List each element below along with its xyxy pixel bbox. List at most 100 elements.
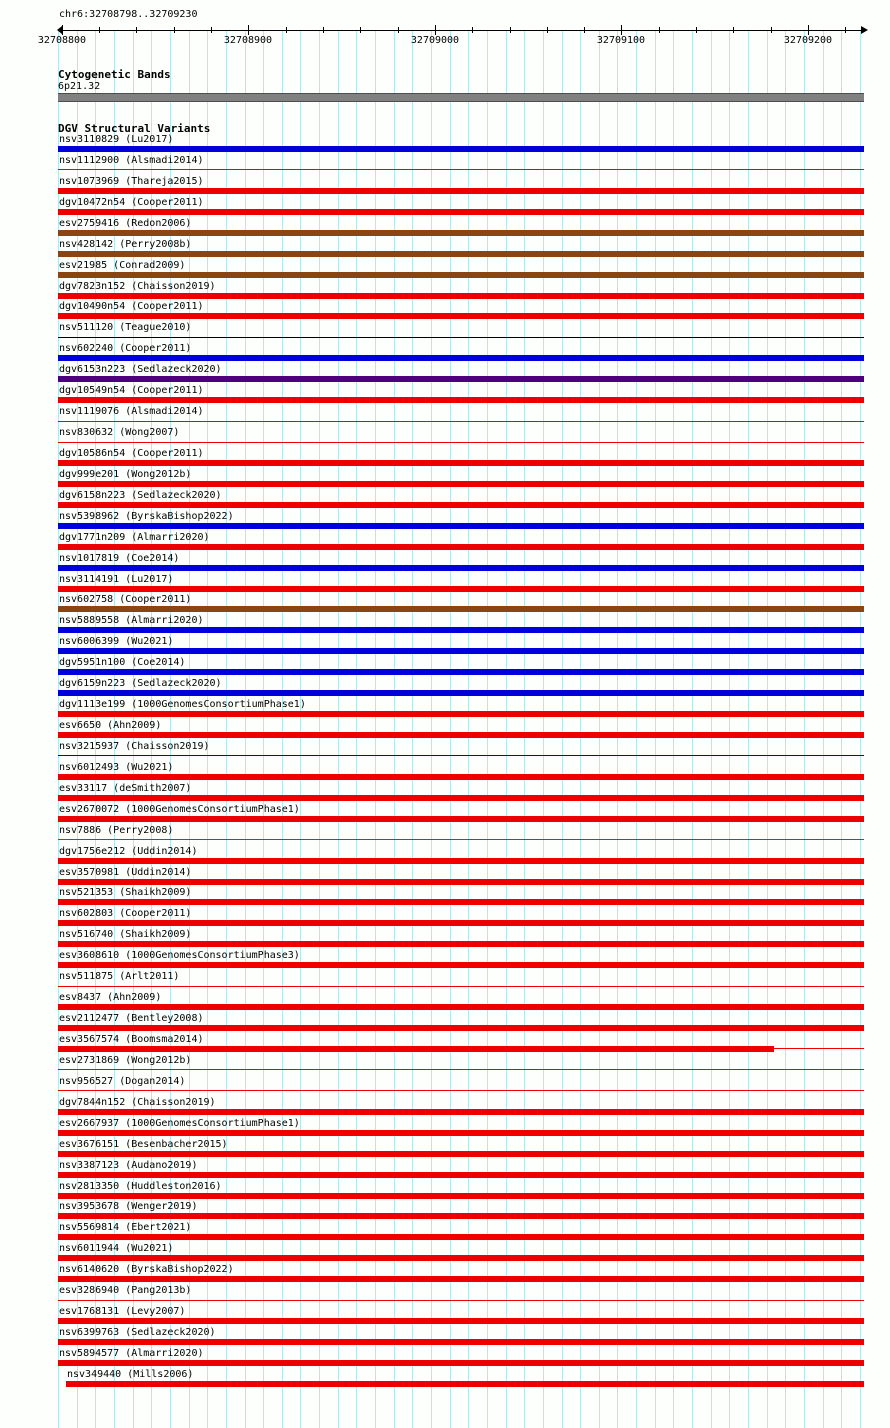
variant-track-row[interactable]: esv3567574 (Boomsma2014) xyxy=(0,1034,890,1055)
variant-track-row[interactable]: nsv3953678 (Wenger2019) xyxy=(0,1201,890,1222)
variant-bar[interactable] xyxy=(58,962,864,969)
variant-bar[interactable] xyxy=(58,1069,864,1071)
variant-track-row[interactable]: esv6650 (Ahn2009) xyxy=(0,720,890,741)
variant-bar[interactable] xyxy=(58,732,864,739)
variant-bar[interactable] xyxy=(58,1213,864,1220)
variant-bar[interactable] xyxy=(58,1299,864,1301)
variant-bar[interactable] xyxy=(58,669,864,676)
variant-track-row[interactable]: esv2112477 (Bentley2008) xyxy=(0,1013,890,1034)
variant-track-row[interactable]: dgv1113e199 (1000GenomesConsortiumPhase1… xyxy=(0,699,890,720)
variant-track-row[interactable]: nsv349440 (Mills2006) xyxy=(0,1369,890,1390)
variant-track-row[interactable]: esv33117 (deSmith2007) xyxy=(0,783,890,804)
variant-bar[interactable] xyxy=(58,1108,864,1115)
variant-bar[interactable] xyxy=(58,1192,864,1199)
variant-bar[interactable] xyxy=(58,397,864,404)
variant-bar[interactable] xyxy=(58,336,864,338)
variant-track-row[interactable]: esv3570981 (Uddin2014) xyxy=(0,867,890,888)
variant-track-row[interactable]: dgv10472n54 (Cooper2011) xyxy=(0,197,890,218)
variant-track-row[interactable]: dgv6158n223 (Sedlazeck2020) xyxy=(0,490,890,511)
variant-track-row[interactable]: nsv1073969 (Thareja2015) xyxy=(0,176,890,197)
variant-track-row[interactable]: nsv5889558 (Almarri2020) xyxy=(0,615,890,636)
variant-track-row[interactable]: esv2731869 (Wong2012b) xyxy=(0,1055,890,1076)
variant-bar[interactable] xyxy=(58,899,864,906)
variant-bar[interactable] xyxy=(58,1171,864,1178)
variant-track-row[interactable]: nsv602240 (Cooper2011) xyxy=(0,343,890,364)
variant-bar[interactable] xyxy=(58,755,864,757)
variant-bar[interactable] xyxy=(58,271,864,278)
variant-bar[interactable] xyxy=(58,1276,864,1283)
variant-bar[interactable] xyxy=(58,985,864,987)
variant-bar[interactable] xyxy=(58,711,864,718)
variant-bar[interactable] xyxy=(58,187,864,194)
variant-track-row[interactable]: esv1768131 (Levy2007) xyxy=(0,1306,890,1327)
variant-bar[interactable] xyxy=(58,1090,864,1092)
variant-track-row[interactable]: nsv6012493 (Wu2021) xyxy=(0,762,890,783)
variant-track-row[interactable]: dgv7823n152 (Chaisson2019) xyxy=(0,281,890,302)
variant-bar[interactable] xyxy=(58,501,864,508)
variant-bar[interactable] xyxy=(58,313,864,320)
variant-track-row[interactable]: esv2667937 (1000GenomesConsortiumPhase1) xyxy=(0,1118,890,1139)
variant-bar[interactable] xyxy=(58,1255,864,1262)
variant-track-row[interactable]: dgv1771n209 (Almarri2020) xyxy=(0,532,890,553)
variant-track-row[interactable]: nsv521353 (Shaikh2009) xyxy=(0,887,890,908)
variant-bar[interactable] xyxy=(58,1025,864,1032)
variant-track-row[interactable]: dgv1756e212 (Uddin2014) xyxy=(0,846,890,867)
variant-track-row[interactable]: nsv511120 (Teague2010) xyxy=(0,322,890,343)
variant-bar[interactable] xyxy=(58,1234,864,1241)
variant-bar[interactable] xyxy=(58,773,864,780)
variant-track-row[interactable]: esv8437 (Ahn2009) xyxy=(0,992,890,1013)
variant-track-row[interactable]: nsv516740 (Shaikh2009) xyxy=(0,929,890,950)
variant-track-row[interactable]: esv2670072 (1000GenomesConsortiumPhase1) xyxy=(0,804,890,825)
variant-bar[interactable] xyxy=(58,1129,864,1136)
variant-bar[interactable] xyxy=(58,815,864,822)
variant-bar[interactable] xyxy=(58,543,864,550)
variant-bar[interactable] xyxy=(58,564,864,571)
variant-bar[interactable] xyxy=(58,606,864,613)
variant-track-row[interactable]: dgv10490n54 (Cooper2011) xyxy=(0,301,890,322)
variant-bar[interactable] xyxy=(58,480,864,487)
variant-bar[interactable] xyxy=(58,1004,864,1011)
variant-bar[interactable] xyxy=(58,169,864,171)
variant-bar[interactable] xyxy=(58,1045,774,1052)
variant-bar[interactable] xyxy=(58,920,864,927)
variant-bar[interactable] xyxy=(58,441,864,443)
variant-bar[interactable] xyxy=(58,376,864,383)
variant-track-row[interactable]: dgv10549n54 (Cooper2011) xyxy=(0,385,890,406)
variant-track-row[interactable]: nsv3215937 (Chaisson2019) xyxy=(0,741,890,762)
variant-track-row[interactable]: nsv830632 (Wong2007) xyxy=(0,427,890,448)
variant-track-row[interactable]: nsv428142 (Perry2008b) xyxy=(0,239,890,260)
variant-track-row[interactable]: nsv2813350 (Huddleston2016) xyxy=(0,1181,890,1202)
variant-track-row[interactable]: nsv5569814 (Ebert2021) xyxy=(0,1222,890,1243)
variant-bar[interactable] xyxy=(58,839,864,841)
variant-bar[interactable] xyxy=(58,648,864,655)
variant-bar[interactable] xyxy=(58,208,864,215)
variant-track-row[interactable]: esv21985 (Conrad2009) xyxy=(0,260,890,281)
variant-track-row[interactable]: nsv3110829 (Lu2017) xyxy=(0,134,890,155)
cytoband-bar[interactable] xyxy=(58,93,864,102)
variant-track-row[interactable]: esv3286940 (Pang2013b) xyxy=(0,1285,890,1306)
variant-track-row[interactable]: nsv6006399 (Wu2021) xyxy=(0,636,890,657)
variant-bar[interactable] xyxy=(58,857,864,864)
variant-track-row[interactable]: dgv6153n223 (Sedlazeck2020) xyxy=(0,364,890,385)
variant-track-row[interactable]: nsv602758 (Cooper2011) xyxy=(0,594,890,615)
variant-track-row[interactable]: nsv6140620 (ByrskaBishop2022) xyxy=(0,1264,890,1285)
variant-track-row[interactable]: nsv511875 (Arlt2011) xyxy=(0,971,890,992)
variant-bar[interactable] xyxy=(58,794,864,801)
variant-bar[interactable] xyxy=(58,1359,864,1366)
variant-bar[interactable] xyxy=(58,250,864,257)
variant-bar[interactable] xyxy=(58,878,864,885)
variant-bar[interactable] xyxy=(58,292,864,299)
variant-track-row[interactable]: nsv6011944 (Wu2021) xyxy=(0,1243,890,1264)
variant-track-row[interactable]: nsv1119076 (Alsmadi2014) xyxy=(0,406,890,427)
variant-track-row[interactable]: dgv5951n100 (Coe2014) xyxy=(0,657,890,678)
variant-track-row[interactable]: nsv956527 (Dogan2014) xyxy=(0,1076,890,1097)
variant-track-row[interactable]: nsv3387123 (Audano2019) xyxy=(0,1160,890,1181)
variant-bar[interactable] xyxy=(58,420,864,422)
variant-bar[interactable] xyxy=(58,585,864,592)
variant-bar[interactable] xyxy=(58,522,864,529)
variant-track-row[interactable]: nsv5398962 (ByrskaBishop2022) xyxy=(0,511,890,532)
variant-bar[interactable] xyxy=(58,1318,864,1325)
variant-track-row[interactable]: nsv5894577 (Almarri2020) xyxy=(0,1348,890,1369)
variant-track-row[interactable]: esv3608610 (1000GenomesConsortiumPhase3) xyxy=(0,950,890,971)
variant-bar[interactable] xyxy=(58,229,864,236)
